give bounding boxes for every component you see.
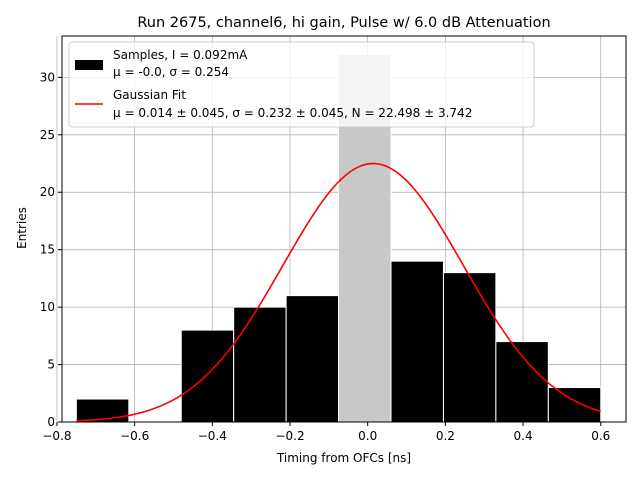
legend-samples-label: Samples, I = 0.092mA [113,48,248,62]
x-tick-label: −0.4 [198,429,227,443]
x-tick-label: 0.4 [514,429,533,443]
histogram-bar [285,295,340,423]
histogram-bar [390,260,444,423]
histogram-bar [233,306,287,423]
plot-frame [61,35,627,423]
gaussian-fit-curve [76,162,601,422]
legend: Samples, I = 0.092mA μ = -0.0, σ = 0.254… [68,41,535,128]
histogram-bar [547,387,602,423]
y-tick-label: 20 [40,185,55,199]
legend-swatch-samples [75,60,103,70]
y-tick-label: 15 [40,243,55,257]
x-tick-label: 0.2 [436,429,455,443]
chart-title: Run 2675, channel6, hi gain, Pulse w/ 6.… [137,15,550,31]
y-tick-label: 10 [40,300,55,314]
x-tick-label: 0.6 [591,429,610,443]
histogram-bar [495,341,549,423]
x-tick-label: 0.0 [358,429,377,443]
x-axis-label: Timing from OFCs [ns] [276,451,411,465]
histogram-bar [442,272,497,423]
x-tick-label: −0.6 [120,429,149,443]
legend-samples-stats: μ = -0.0, σ = 0.254 [113,65,229,79]
x-tick-label: −0.8 [42,429,71,443]
histogram-bars [75,53,602,423]
y-tick-label: 25 [40,128,55,142]
x-tick-label: −0.2 [275,429,304,443]
legend-box [68,41,535,128]
y-tick-label: 0 [47,415,55,429]
y-tick-label: 5 [47,358,55,372]
legend-fit-label: Gaussian Fit [113,88,186,102]
histogram-bar [180,329,235,423]
y-tick-label: 30 [40,70,55,84]
axis-ticks: −0.8 −0.6 −0.4 −0.2 0.0 0.2 0.4 0.6 0 5 10 15 20 25 30 [40,70,611,443]
legend-fit-params: μ = 0.014 ± 0.045, σ = 0.232 ± 0.045, N … [113,106,472,120]
y-axis-label: Entries [15,207,29,249]
